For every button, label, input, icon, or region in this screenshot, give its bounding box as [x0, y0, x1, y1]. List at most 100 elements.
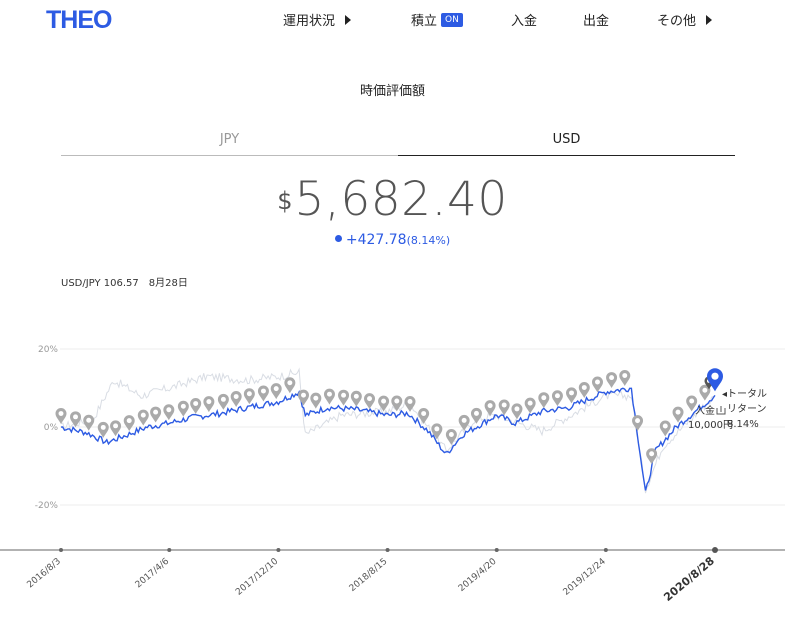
pin-hole	[206, 399, 212, 405]
deposit-marker[interactable]	[230, 391, 242, 407]
deposit-marker[interactable]	[470, 407, 482, 424]
pin-hole	[233, 394, 239, 400]
deposit-marker[interactable]	[177, 400, 189, 417]
deposit-marker[interactable]	[163, 404, 175, 421]
deposit-marker[interactable]	[672, 406, 684, 423]
pin-hole	[595, 379, 600, 385]
deposit-marker[interactable]	[350, 390, 362, 407]
tab-jpy[interactable]: JPY	[61, 132, 398, 156]
deposit-marker[interactable]	[297, 389, 309, 406]
deposit-marker[interactable]	[418, 408, 430, 424]
y-tick-label: -20%	[35, 501, 59, 511]
deposit-marker[interactable]	[203, 396, 215, 413]
deposit-value: 10,000円	[688, 420, 733, 431]
x-tick-dot	[276, 548, 281, 552]
pin-hole	[434, 426, 440, 432]
nav-performance[interactable]: 運用状況	[283, 10, 352, 29]
pin-shape	[699, 384, 711, 401]
pin-shape	[97, 421, 109, 438]
deposit-marker[interactable]	[659, 420, 671, 437]
deposit-marker[interactable]	[578, 382, 590, 398]
deposit-marker[interactable]	[632, 415, 644, 432]
deposit-marker[interactable]	[524, 397, 536, 414]
x-tick-dot	[603, 548, 608, 552]
pin-hole	[381, 398, 387, 404]
y-tick-label: 0%	[44, 423, 59, 433]
x-tick-label: 2019/12/24	[562, 556, 608, 597]
pin-hole	[153, 409, 159, 415]
deposit-marker[interactable]	[606, 372, 618, 389]
tab-usd[interactable]: USD	[398, 132, 735, 156]
x-tick-dot	[167, 548, 172, 552]
pin-hole	[73, 414, 78, 420]
pin-hole	[166, 407, 172, 413]
deposit-marker[interactable]	[445, 429, 457, 445]
chevron-right-icon	[706, 14, 713, 25]
nav-auto-invest[interactable]: 積立 ON	[411, 10, 463, 29]
pin-hole	[527, 400, 533, 406]
market-value: $5,682.40	[0, 172, 785, 227]
pin-shape	[350, 390, 362, 407]
pin-shape	[606, 372, 618, 389]
performance-chart[interactable]: 20% 0% -20% 2016/8/3 2017/4/6 2017/12/10 2018/…	[0, 330, 785, 617]
deposit-marker[interactable]	[323, 388, 335, 405]
nav-withdraw-label: 出金	[583, 14, 610, 29]
deposit-marker[interactable]	[137, 409, 149, 426]
deposit-marker[interactable]	[458, 414, 470, 431]
deposit-marker[interactable]	[378, 395, 390, 412]
deposit-marker[interactable]	[217, 393, 229, 410]
pin-hole	[273, 386, 279, 392]
deposit-marker[interactable]	[646, 448, 658, 465]
deposit-marker[interactable]	[70, 411, 82, 428]
deposit-marker[interactable]	[699, 384, 711, 401]
deposit-marker[interactable]	[511, 403, 523, 420]
pin-hole	[609, 375, 615, 381]
pin-hole	[341, 392, 347, 398]
pin-hole	[473, 410, 479, 416]
nav-deposit[interactable]: 入金	[511, 10, 537, 29]
deposit-marker[interactable]	[257, 385, 269, 402]
current-value-marker[interactable]	[707, 368, 723, 392]
deposit-marker[interactable]	[310, 392, 322, 409]
deposit-marker[interactable]	[538, 392, 550, 409]
deposit-marker[interactable]	[619, 370, 631, 387]
benchmark-line	[60, 367, 716, 494]
nav-other[interactable]: その他	[657, 10, 713, 29]
deposit-marker[interactable]	[270, 383, 282, 400]
pin-shape	[445, 429, 457, 445]
pin-shape	[470, 407, 482, 424]
deposit-marker[interactable]	[243, 388, 255, 405]
deposit-marker[interactable]	[498, 399, 510, 416]
pin-hole	[193, 401, 199, 407]
pin-hole	[581, 385, 587, 391]
deposit-marker[interactable]	[55, 408, 67, 424]
deposit-marker[interactable]	[391, 395, 403, 412]
deposit-marker[interactable]	[123, 415, 135, 432]
deposit-marker[interactable]	[404, 395, 416, 412]
deposit-marker[interactable]	[591, 376, 603, 393]
pin-shape	[110, 420, 122, 437]
deposit-marker[interactable]	[110, 420, 122, 437]
pin-shape	[391, 395, 403, 412]
deposit-marker[interactable]	[484, 400, 496, 417]
deposit-marker[interactable]	[431, 423, 443, 440]
pin-hole	[58, 411, 64, 417]
deposit-marker[interactable]	[97, 421, 109, 438]
deposit-marker[interactable]	[686, 395, 698, 412]
deposit-marker[interactable]	[83, 414, 95, 431]
deposit-marker[interactable]	[566, 387, 578, 404]
deposit-marker[interactable]	[338, 389, 350, 406]
deposit-marker[interactable]	[190, 398, 202, 414]
deposit-marker[interactable]	[364, 393, 376, 410]
pin-hole	[180, 403, 186, 409]
deposit-marker[interactable]	[150, 406, 162, 423]
theo-logo[interactable]: THEO	[46, 6, 112, 34]
pin-hole	[126, 418, 132, 424]
nav-withdraw[interactable]: 出金	[583, 10, 609, 29]
deposit-marker[interactable]	[284, 377, 296, 394]
nav-deposit-label: 入金	[511, 14, 538, 29]
pin-shape	[163, 404, 175, 421]
deposit-marker[interactable]	[551, 390, 563, 407]
pin-shape	[257, 385, 269, 402]
fx-rate-label: USD/JPY 106.57	[61, 278, 139, 289]
